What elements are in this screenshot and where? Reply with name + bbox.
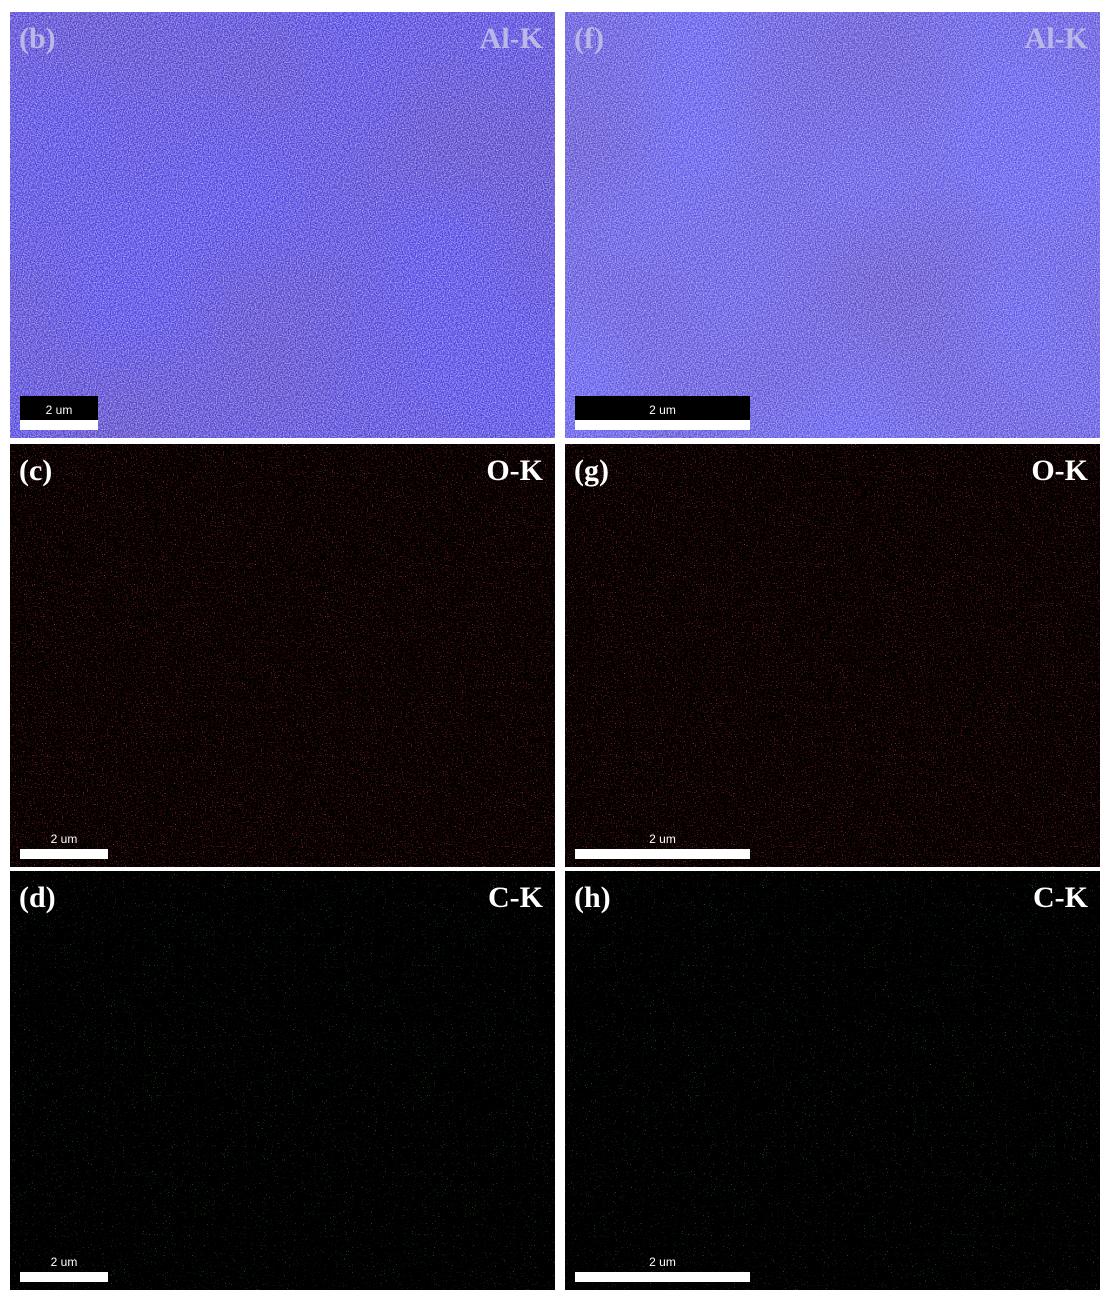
panel-label: (f) [574, 22, 604, 55]
scale-bar [20, 420, 98, 430]
panel: (c) O-K 2 um [10, 444, 555, 867]
panel-noise [565, 12, 1100, 438]
panel-label: (b) [19, 22, 56, 55]
element-label: Al-K [1025, 22, 1089, 55]
figure: (b) Al-K 2 um (f) Al-K 2 um (c) O-K 2 um (g) O-K 2 … [0, 0, 1100, 1290]
panel: (h) C-K 2 um [565, 871, 1100, 1290]
scale-label: 2 um [51, 832, 78, 846]
scale-bar [20, 849, 108, 859]
element-label: Al-K [480, 22, 544, 55]
scale-bar [20, 1272, 108, 1282]
panel-noise [10, 871, 555, 1290]
scale-bar [575, 849, 750, 859]
panel-noise [10, 444, 555, 867]
panel-label: (h) [574, 881, 611, 914]
element-label: C-K [1033, 881, 1089, 914]
element-label: C-K [488, 881, 544, 914]
element-label: O-K [1031, 454, 1088, 487]
panel-label: (c) [19, 454, 52, 487]
scale-bar [575, 420, 750, 430]
panel: (b) Al-K 2 um [10, 12, 555, 438]
panel-label: (g) [574, 454, 609, 487]
scale-bar [575, 1272, 750, 1282]
scale-label: 2 um [649, 832, 676, 846]
panel-noise [10, 12, 555, 438]
panel: (g) O-K 2 um [565, 444, 1100, 867]
element-label: O-K [486, 454, 543, 487]
scale-label: 2 um [649, 403, 676, 417]
scale-label: 2 um [46, 403, 73, 417]
panel: (f) Al-K 2 um [565, 12, 1100, 438]
panel-label: (d) [19, 881, 56, 914]
scale-label: 2 um [649, 1255, 676, 1269]
panel-noise [565, 871, 1100, 1290]
scale-label: 2 um [51, 1255, 78, 1269]
panel-noise [565, 444, 1100, 867]
panel: (d) C-K 2 um [10, 871, 555, 1290]
